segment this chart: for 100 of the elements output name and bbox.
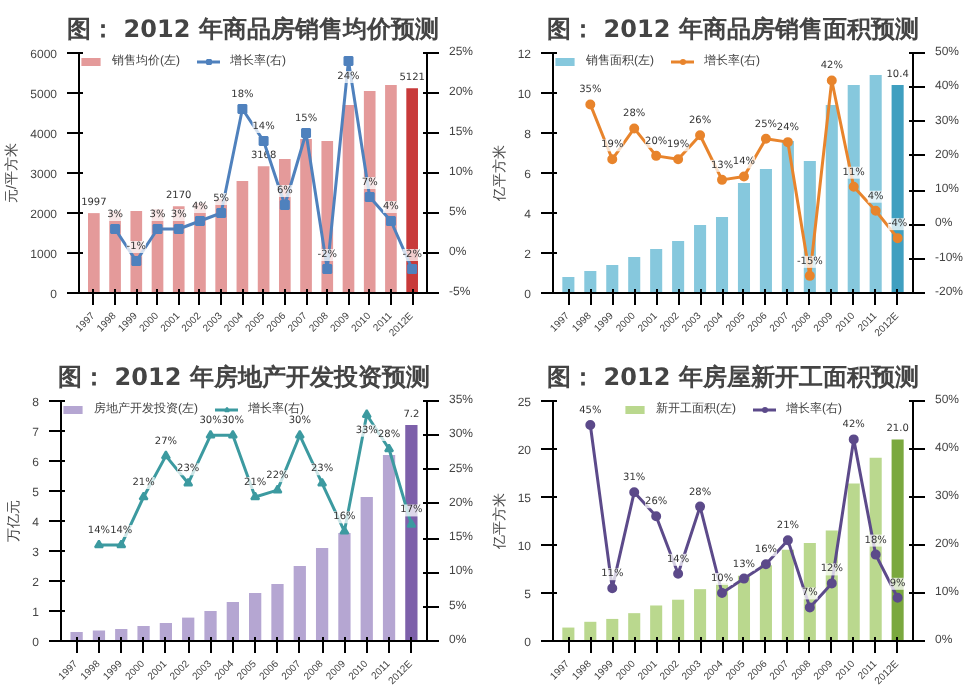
- point: [629, 123, 640, 134]
- bar: [672, 241, 685, 293]
- point: [651, 511, 662, 522]
- point: [294, 429, 305, 439]
- bar: [847, 85, 860, 293]
- point: [892, 592, 903, 603]
- bar: [781, 549, 794, 641]
- bar: [759, 565, 772, 641]
- point: [804, 270, 815, 281]
- bar: [606, 618, 619, 641]
- point: [738, 171, 749, 182]
- bar: [315, 548, 329, 641]
- bar: [869, 457, 882, 641]
- point: [870, 205, 881, 216]
- point: [317, 477, 328, 487]
- point: [138, 491, 149, 501]
- point: [173, 224, 184, 234]
- point: [183, 477, 194, 487]
- point: [848, 181, 859, 192]
- bar: [405, 425, 418, 641]
- bar: [650, 605, 663, 641]
- bar: [338, 533, 351, 641]
- point: [629, 487, 640, 498]
- point: [93, 539, 104, 549]
- bar: [406, 88, 418, 293]
- point: [116, 539, 127, 549]
- point: [738, 573, 749, 584]
- bar: [694, 589, 707, 641]
- point: [407, 264, 418, 274]
- bar: [159, 623, 173, 641]
- bar: [584, 621, 597, 641]
- bar: [137, 626, 150, 641]
- point: [848, 434, 859, 445]
- point: [279, 200, 290, 210]
- bar: [891, 85, 904, 293]
- point: [384, 443, 395, 453]
- bar: [182, 617, 195, 641]
- point: [227, 429, 238, 439]
- point: [651, 150, 662, 161]
- bar: [204, 611, 217, 641]
- chart-title: 图： 2012 年商品房销售面积预测: [547, 15, 919, 43]
- bar: [382, 455, 396, 641]
- point: [717, 174, 728, 185]
- chart-title: 图： 2012 年房地产开发投资预测: [58, 363, 430, 391]
- point: [385, 216, 396, 226]
- point: [160, 450, 171, 460]
- bar: [249, 593, 262, 641]
- point: [870, 549, 881, 560]
- point: [406, 518, 417, 528]
- bar: [88, 213, 100, 293]
- bar: [293, 566, 306, 641]
- point: [131, 256, 142, 266]
- bar: [650, 249, 663, 293]
- bar: [257, 166, 270, 293]
- bar: [847, 483, 860, 641]
- bar: [363, 91, 376, 293]
- point: [361, 409, 372, 419]
- bar: [672, 599, 685, 641]
- bar: [606, 265, 619, 293]
- point: [695, 501, 706, 512]
- chart-title: 图： 2012 年房屋新开工面积预测: [547, 363, 919, 391]
- bar: [584, 271, 597, 293]
- bar: [628, 257, 641, 293]
- point: [322, 264, 333, 274]
- point: [760, 133, 771, 144]
- point: [194, 216, 205, 226]
- bar: [226, 602, 239, 641]
- bar: [271, 584, 284, 641]
- bar: [562, 277, 575, 293]
- chart-title: 图： 2012 年商品房销售均价预测: [67, 15, 439, 43]
- point: [760, 559, 771, 570]
- bar: [737, 183, 751, 293]
- point: [343, 56, 354, 66]
- point: [826, 578, 837, 589]
- bar: [628, 613, 641, 641]
- bar: [385, 85, 397, 293]
- point: [782, 137, 793, 148]
- point: [237, 104, 248, 114]
- point: [782, 535, 793, 546]
- point: [607, 583, 618, 594]
- bar: [360, 497, 373, 641]
- bar: [715, 217, 729, 293]
- point: [250, 491, 261, 501]
- bar: [891, 439, 904, 641]
- point: [301, 128, 312, 138]
- point: [695, 130, 706, 141]
- point: [892, 233, 903, 244]
- bar: [759, 169, 772, 293]
- point: [364, 192, 375, 202]
- bar: [869, 75, 882, 293]
- point: [673, 154, 684, 165]
- point: [258, 136, 269, 146]
- point: [205, 429, 216, 439]
- bar: [300, 139, 312, 293]
- bar: [236, 181, 249, 293]
- point: [607, 154, 618, 165]
- point: [673, 568, 684, 579]
- point: [826, 75, 837, 86]
- bar: [342, 105, 355, 293]
- point: [717, 588, 728, 598]
